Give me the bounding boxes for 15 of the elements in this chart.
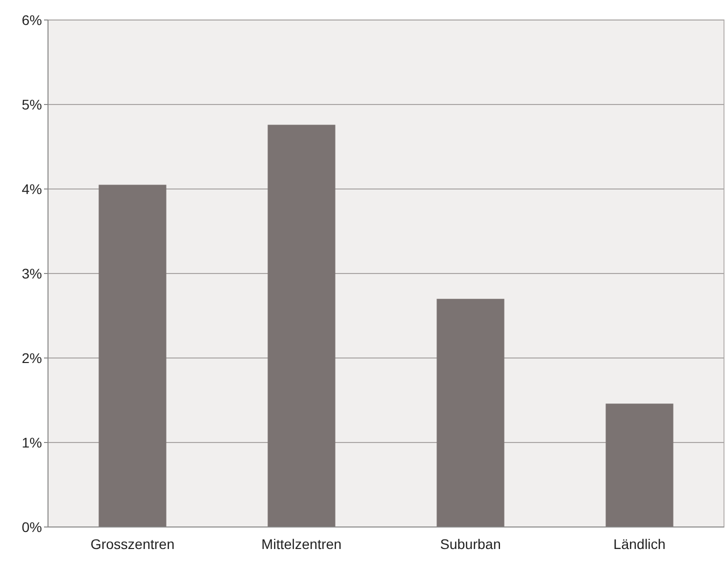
bar bbox=[98, 184, 166, 527]
y-tick-label: 5% bbox=[22, 96, 42, 112]
x-tick-label: Mittelzentren bbox=[261, 536, 342, 552]
y-tick-label: 6% bbox=[22, 12, 42, 28]
bar bbox=[268, 124, 336, 527]
y-tick-label: 3% bbox=[22, 265, 42, 282]
x-tick-label: Grosszentren bbox=[90, 536, 175, 552]
bar bbox=[436, 298, 504, 527]
y-tick-label: 1% bbox=[22, 434, 42, 450]
bar bbox=[606, 404, 674, 527]
y-tick-label: 0% bbox=[22, 518, 42, 535]
x-tick-label: Ländlich bbox=[613, 536, 666, 552]
x-tick-label: Suburban bbox=[440, 536, 501, 552]
y-tick-label: 4% bbox=[22, 180, 42, 197]
y-tick-label: 2% bbox=[22, 350, 42, 366]
